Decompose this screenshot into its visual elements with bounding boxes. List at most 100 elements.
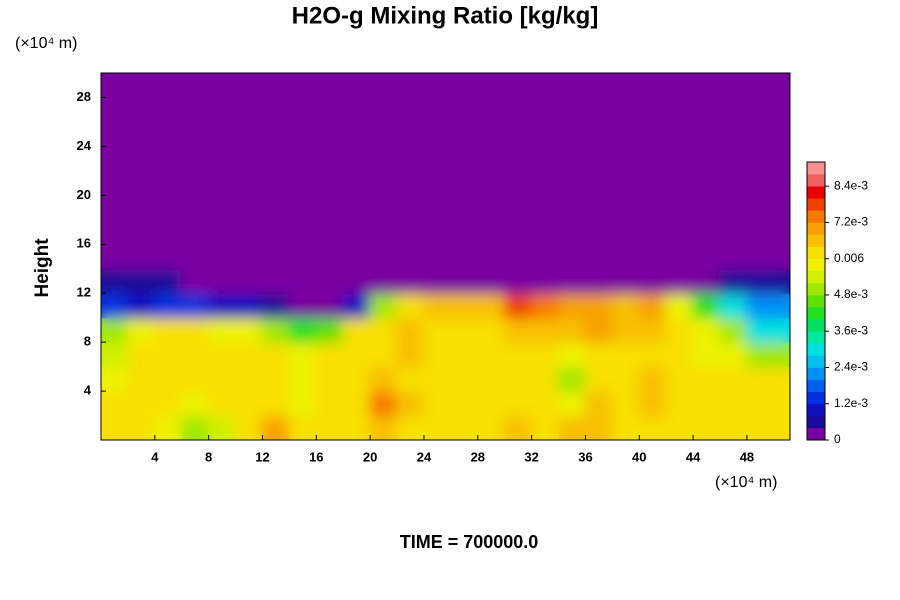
cell [611,292,641,319]
x-tick-label: 4 [151,449,159,464]
y-tick-label: 16 [77,236,91,251]
cell [126,96,156,123]
cell [261,316,291,344]
cell [665,316,695,344]
cell [342,194,372,221]
cell [207,390,237,417]
cell [665,292,695,319]
cell [692,365,722,393]
cell [261,414,291,440]
colorbar-band [807,355,825,368]
cell [719,194,748,221]
cell [422,390,452,417]
cell [288,316,318,344]
cell [422,169,452,197]
cell [584,341,614,368]
cell [476,96,506,123]
cell [422,292,452,319]
cell [692,96,722,123]
cell [288,292,318,319]
cell [638,365,668,393]
colorbar-band [807,234,825,247]
cell [530,145,560,172]
x-tick-label: 44 [686,449,701,464]
cell [101,414,129,440]
cell [665,96,695,123]
cell [315,414,345,440]
cell [153,414,183,440]
cell [396,316,425,344]
cell [719,365,748,393]
cell [234,218,264,246]
cell [665,267,695,295]
cell [503,169,533,197]
cell [719,341,748,368]
cell [422,218,452,246]
colorbar-band [807,294,825,308]
cell [745,390,790,417]
cell [611,194,641,221]
cell [530,414,560,440]
cell [422,414,452,440]
cell [153,390,183,417]
cell [180,341,210,368]
cell [449,169,479,197]
cell [611,267,641,295]
cell [234,120,264,148]
cell [315,73,345,99]
cell [180,414,210,440]
cell [369,145,399,172]
cell [234,267,264,295]
colorbar-band [807,198,825,211]
cell [638,73,668,99]
cell [584,96,614,123]
cell [692,73,722,99]
cell [234,414,264,440]
cell [611,243,641,270]
cell [449,267,479,295]
cell [180,145,210,172]
cell [449,243,479,270]
field-clip [101,73,790,440]
chart-title: H2O-g Mixing Ratio [kg/kg] [292,2,599,29]
cell [207,145,237,172]
cell [369,414,399,440]
cell [234,292,264,319]
cell [396,267,425,295]
x-tick-label: 24 [417,449,432,464]
cell [449,218,479,246]
cell [180,194,210,221]
cell [476,390,506,417]
cell [503,194,533,221]
cell [288,218,318,246]
cell [101,267,129,295]
cell [638,145,668,172]
cell [557,218,587,246]
cell [476,316,506,344]
cell [530,365,560,393]
cell [557,341,587,368]
cell [530,218,560,246]
cell [126,267,156,295]
cell [153,145,183,172]
cell [261,120,291,148]
cell [719,316,748,344]
cell [126,341,156,368]
cell [692,414,722,440]
cell [719,243,748,270]
cell [530,341,560,368]
colorbar-tick-label: 7.2e-3 [834,215,868,229]
cell [153,292,183,319]
cell [692,267,722,295]
colorbar-tick-label: 2.4e-3 [834,360,868,374]
cell [745,145,790,172]
cell [476,218,506,246]
cell [476,120,506,148]
cell [719,267,748,295]
cell [315,316,345,344]
y-tick-label: 24 [77,138,92,153]
cell [153,365,183,393]
cell [476,145,506,172]
cell [153,194,183,221]
cell [180,267,210,295]
